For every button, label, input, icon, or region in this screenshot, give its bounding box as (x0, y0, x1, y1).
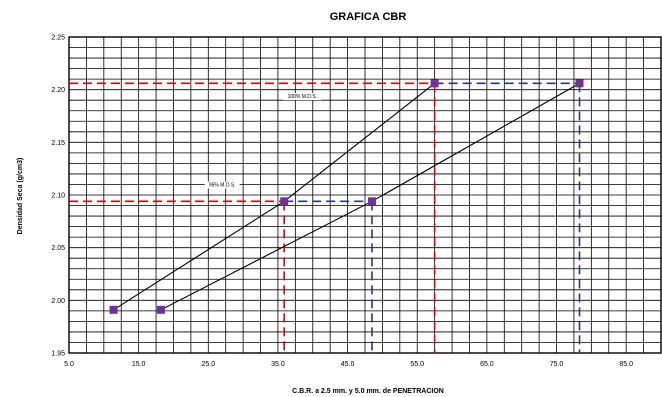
reference-lines (69, 82, 581, 353)
y-tick-label: 2.05 (51, 245, 65, 252)
x-tick-label: 65.0 (480, 361, 494, 368)
data-point (575, 79, 584, 88)
y-tick-label: 2.15 (51, 140, 65, 147)
y-axis-label: Densidad Seca (g/cm3) (17, 158, 24, 235)
x-tick-label: 85.0 (619, 361, 633, 368)
x-tick-label: 55.0 (410, 361, 424, 368)
data-point (109, 305, 118, 314)
chart-title: GRAFICA CBR (330, 11, 407, 23)
y-tick-label: 2.10 (51, 193, 65, 200)
x-tick-label: 5.0 (64, 361, 74, 368)
series-layer (109, 79, 584, 314)
data-point (156, 305, 165, 314)
x-tick-label: 45.0 (341, 361, 355, 368)
y-tick-label: 1.95 (51, 351, 65, 358)
annotation-label: 100% M.D.S. (288, 94, 317, 100)
plot-grid (68, 36, 662, 354)
y-tick-label: 2.20 (51, 87, 65, 94)
data-point (280, 197, 289, 206)
data-point (367, 197, 376, 206)
tick-labels: 5.0 15.0 25.0 35.0 45.0 55.0 65.0 75.0 85.0 1.95 2… (51, 35, 633, 369)
x-tick-label: 35.0 (271, 361, 285, 368)
y-tick-label: 2.00 (51, 298, 65, 305)
annotation-label: 95% M.D.S. (209, 183, 236, 189)
data-point (430, 79, 439, 88)
annotations: 100% M.D.S. 95% M.D.S. (204, 93, 322, 189)
x-tick-label: 15.0 (132, 361, 146, 368)
annotation-background (283, 93, 322, 101)
y-tick-label: 2.25 (51, 35, 65, 42)
x-axis-label: C.B.R. a 2.5 mm. y 5.0 mm. de PENETRACIO… (292, 388, 444, 395)
x-tick-label: 75.0 (550, 361, 564, 368)
annotation-background (204, 181, 240, 189)
x-tick-label: 25.0 (201, 361, 215, 368)
